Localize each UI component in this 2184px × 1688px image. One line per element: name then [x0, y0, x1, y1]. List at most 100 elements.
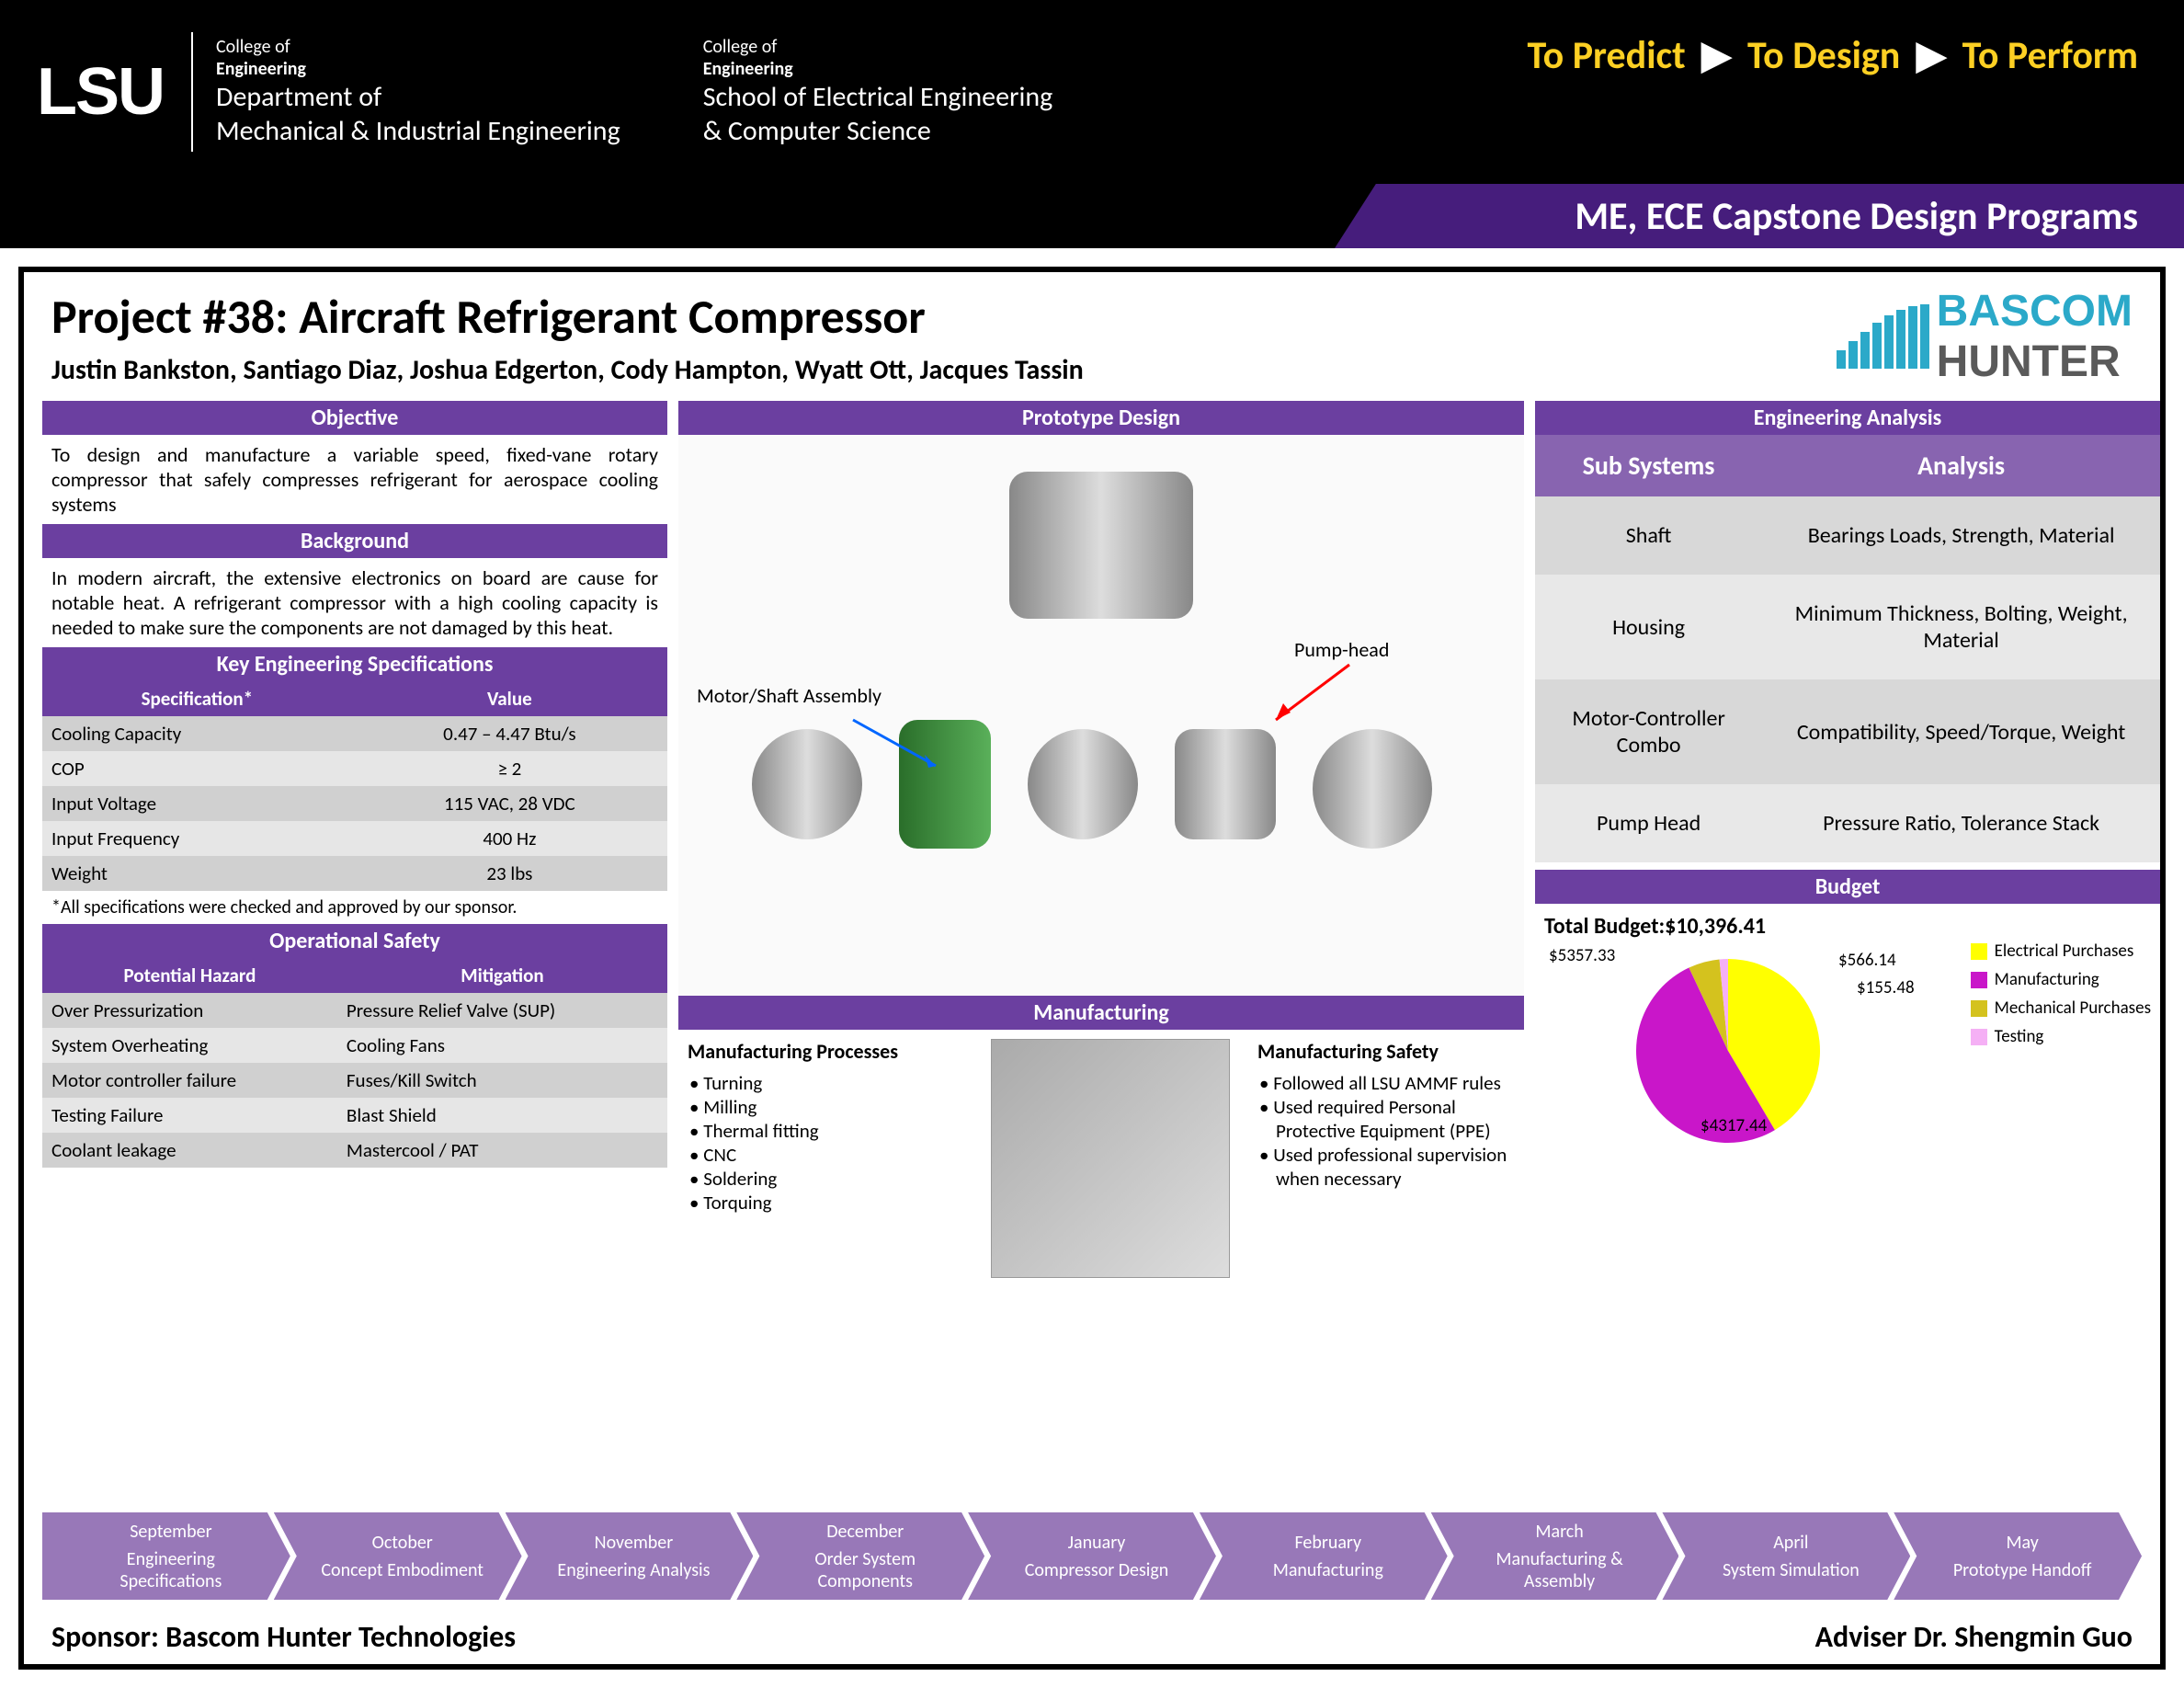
logo-hunter: HUNTER — [1937, 336, 2133, 387]
total-value: $10,396.41 — [1665, 913, 1766, 940]
pie-label-mech: $566.14 — [1838, 950, 1896, 971]
budget-area: Total Budget:$10,396.41 $5357.33 $566.14… — [1535, 904, 2160, 1143]
legend-swatch — [1971, 1029, 1987, 1045]
mitigation: Cooling Fans — [337, 1028, 667, 1063]
budget-legend: Electrical PurchasesManufacturingMechani… — [1971, 941, 2151, 1055]
mfg-safety-item: Used professional supervision when neces… — [1276, 1143, 1533, 1191]
timeline-task: Compressor Design — [1000, 1559, 1193, 1581]
header: LSU College of Engineering Department of… — [0, 0, 2184, 184]
analysis-desc: Bearings Loads, Strength, Material — [1762, 496, 2160, 575]
spec-col1: Specification* — [42, 681, 352, 716]
main-grid: Objective To design and manufacture a va… — [24, 401, 2160, 1287]
legend-item: Manufacturing — [1971, 969, 2151, 990]
footer: Sponsor: Bascom Hunter Technologies Advi… — [51, 1619, 2133, 1655]
analysis-header: Engineering Analysis — [1535, 401, 2160, 435]
mfg-photo — [991, 1039, 1230, 1278]
college-label: College of — [216, 36, 620, 58]
middle-column: Prototype Design Motor/Shaft Assembly Pu… — [678, 401, 1524, 1287]
analysis-desc: Pressure Ratio, Tolerance Stack — [1762, 784, 2160, 862]
mfg-processes: Manufacturing Processes TurningMillingTh… — [688, 1039, 982, 1278]
timeline-task: Manufacturing — [1232, 1559, 1425, 1581]
spec-value: 115 VAC, 28 VDC — [352, 786, 667, 821]
mfg-safety-title: Manufacturing Safety — [1257, 1039, 1533, 1064]
legend-label: Testing — [1995, 1026, 2044, 1047]
subsystem: Pump Head — [1535, 784, 1762, 862]
safety-header: Operational Safety — [42, 924, 667, 958]
timeline-task: Prototype Handoff — [1926, 1559, 2119, 1581]
spec-col2: Value — [352, 681, 667, 716]
logo-bascom: BASCOM — [1937, 286, 2133, 336]
legend-item: Electrical Purchases — [1971, 941, 2151, 962]
tagline: To Predict ▶ To Design ▶ To Perform — [1527, 32, 2138, 79]
spec-name: Weight — [42, 856, 352, 891]
timeline-month: March — [1463, 1521, 1656, 1543]
legend-swatch — [1971, 1000, 1987, 1017]
tag-design: To Design — [1747, 32, 1900, 79]
timeline-task: Engineering Specifications — [74, 1548, 267, 1592]
subsystem: Housing — [1535, 575, 1762, 679]
legend-label: Electrical Purchases — [1995, 941, 2134, 962]
analysis-desc: Compatibility, Speed/Torque, Weight — [1762, 679, 2160, 784]
arrow-icon: ▶ — [1701, 32, 1731, 79]
arrow-icon: ▶ — [1917, 32, 1946, 79]
hazard: Motor controller failure — [42, 1063, 337, 1098]
spec-name: Input Voltage — [42, 786, 352, 821]
subsystem: Motor-Controller Combo — [1535, 679, 1762, 784]
hazard: System Overheating — [42, 1028, 337, 1063]
timeline-task: Concept Embodiment — [306, 1559, 499, 1581]
spec-value: ≥ 2 — [352, 751, 667, 786]
poster-content: Project #38: Aircraft Refrigerant Compre… — [18, 267, 2166, 1670]
spec-value: 0.47 – 4.47 Btu/s — [352, 716, 667, 751]
timeline-task: Order System Components — [768, 1548, 961, 1592]
proto-header: Prototype Design — [678, 401, 1524, 435]
dept-line2: Mechanical & Industrial Engineering — [216, 114, 620, 148]
timeline-chevron: September Engineering Specifications — [42, 1512, 290, 1600]
dept-line1: Department of — [216, 80, 620, 114]
timeline-task: System Simulation — [1694, 1559, 1887, 1581]
spec-name: Cooling Capacity — [42, 716, 352, 751]
flange-2 — [1028, 729, 1138, 839]
mfg-safety-item: Followed all LSU AMMF rules — [1276, 1071, 1533, 1095]
tag-predict: To Predict — [1527, 32, 1685, 79]
mfg-proc-title: Manufacturing Processes — [688, 1039, 982, 1064]
college-label: College of — [703, 36, 1053, 58]
sponsor-text: Sponsor: Bascom Hunter Technologies — [51, 1619, 516, 1655]
spec-name: Input Frequency — [42, 821, 352, 856]
objective-body: To design and manufacture a variable spe… — [42, 435, 667, 524]
left-column: Objective To design and manufacture a va… — [42, 401, 667, 1287]
blue-arrow-icon — [844, 711, 954, 784]
mfg-proc-item: Soldering — [706, 1167, 982, 1191]
total-label: Total Budget: — [1544, 913, 1665, 940]
mfg-proc-item: Torquing — [706, 1191, 982, 1215]
mfg-header: Manufacturing — [678, 996, 1524, 1030]
title-row: Project #38: Aircraft Refrigerant Compre… — [24, 272, 2160, 401]
analysis-table: Sub SystemsAnalysis ShaftBearings Loads,… — [1535, 435, 2160, 862]
spec-value: 400 Hz — [352, 821, 667, 856]
safety-table: Potential HazardMitigation Over Pressuri… — [42, 958, 667, 1168]
legend-swatch — [1971, 943, 1987, 960]
pie-label-elec: $4317.44 — [1701, 1115, 1767, 1136]
spec-name: COP — [42, 751, 352, 786]
assembled-cylinder — [1009, 472, 1193, 619]
mitigation: Fuses/Kill Switch — [337, 1063, 667, 1098]
timeline-chevron: MarchManufacturing & Assembly — [1431, 1512, 1679, 1600]
budget-header: Budget — [1535, 870, 2160, 904]
pie-label-mfg: $5357.33 — [1549, 945, 1615, 966]
timeline-month: September — [74, 1521, 267, 1543]
engineering-label: Engineering — [216, 58, 620, 80]
engineering-label: Engineering — [703, 58, 1053, 80]
legend-item: Testing — [1971, 1026, 2151, 1047]
spec-value: 23 lbs — [352, 856, 667, 891]
timeline-month: November — [538, 1532, 731, 1554]
logo-bars-icon — [1837, 304, 1929, 369]
timeline-month: April — [1694, 1532, 1887, 1554]
timeline-month: May — [1926, 1532, 2119, 1554]
title-block: Project #38: Aircraft Refrigerant Compre… — [51, 287, 1084, 387]
hazard: Coolant leakage — [42, 1133, 337, 1168]
legend-swatch — [1971, 972, 1987, 988]
analysis-desc: Minimum Thickness, Bolting, Weight, Mate… — [1762, 575, 2160, 679]
mfg-proc-item: Milling — [706, 1095, 982, 1119]
right-column: Engineering Analysis Sub SystemsAnalysis… — [1535, 401, 2160, 1287]
analysis-col1: Sub Systems — [1535, 435, 1762, 496]
motor-shaft-label: Motor/Shaft Assembly — [697, 683, 882, 708]
